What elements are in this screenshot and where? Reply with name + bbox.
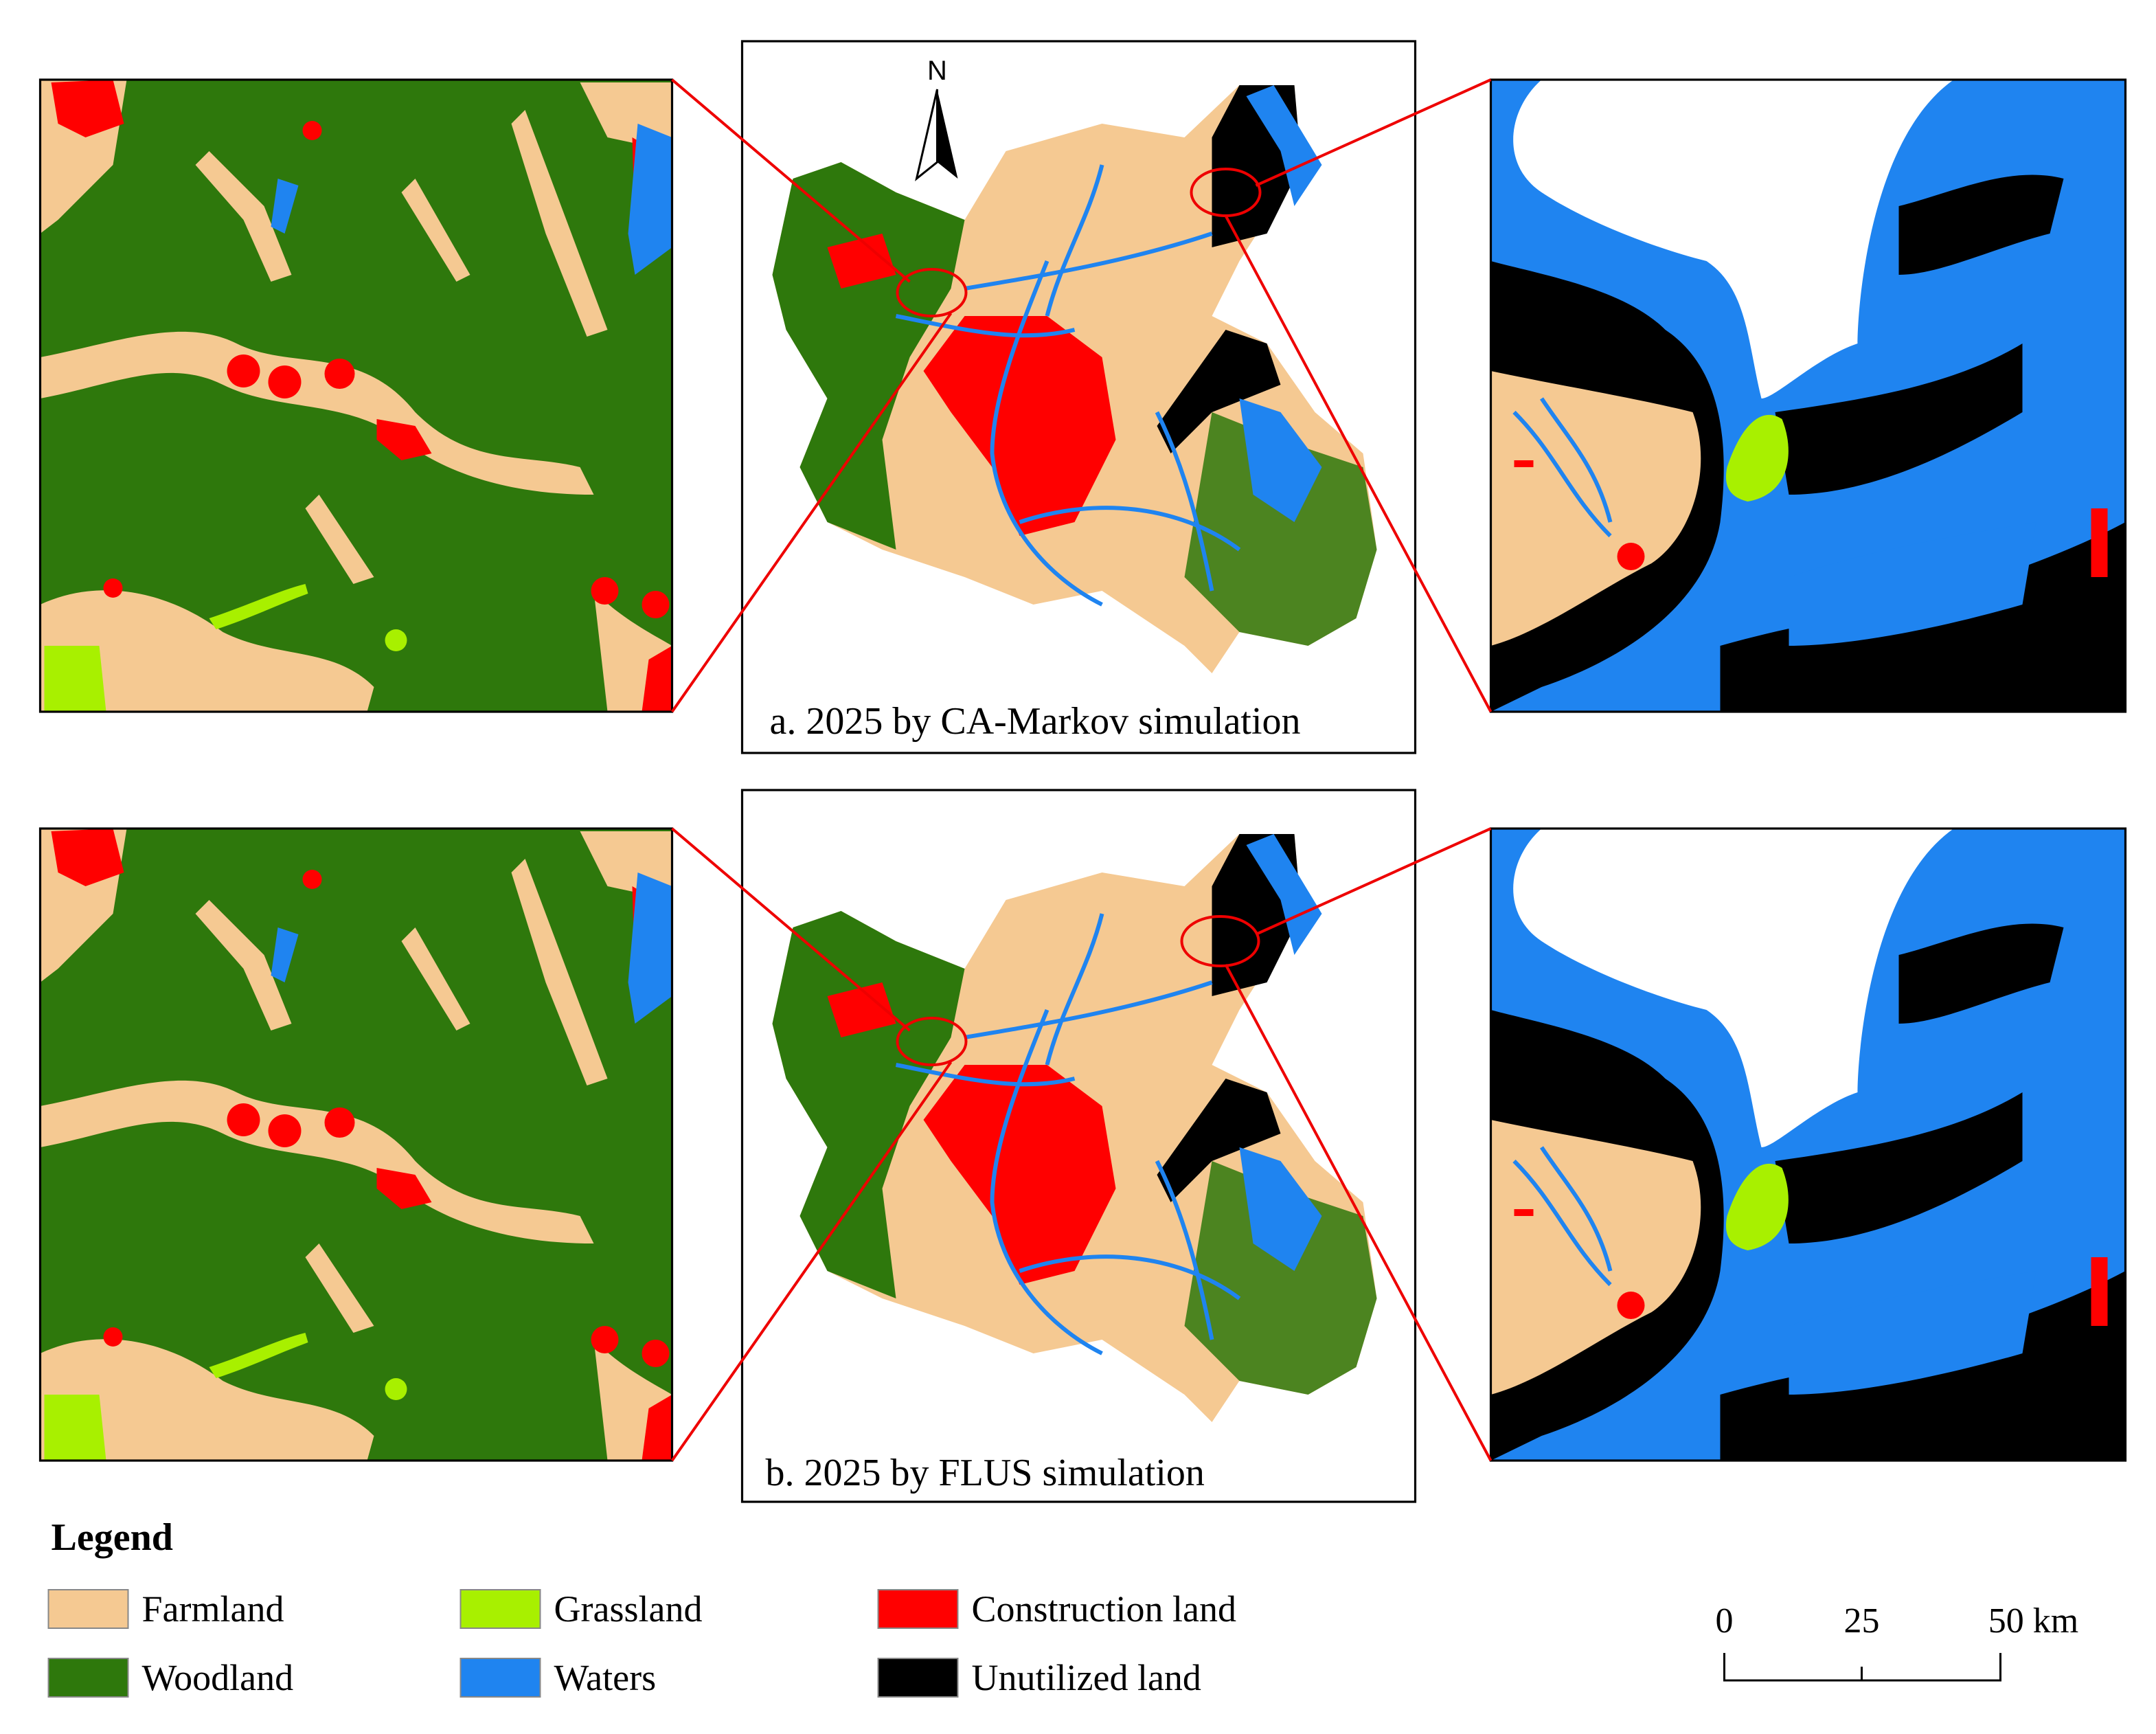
- study-area-map: [773, 834, 1377, 1422]
- study-area-map: [773, 85, 1377, 673]
- scale-label: 50 km: [1988, 1601, 2078, 1641]
- legend-swatch: [459, 1658, 541, 1698]
- zoom-connector: [670, 78, 1493, 713]
- legend-label: Farmland: [142, 1588, 284, 1630]
- legend-swatch: [877, 1589, 959, 1629]
- panel-frame: [38, 827, 674, 1462]
- legend-swatch: [459, 1589, 541, 1629]
- panel-caption: a. 2025 by CA-Markov simulation: [770, 700, 1301, 743]
- zoom-map-west: [41, 80, 672, 712]
- legend-swatch: [47, 1658, 129, 1698]
- legend-label: Woodland: [142, 1657, 294, 1698]
- zoom-circle: [896, 268, 968, 317]
- panel-b: b. 2025 by FLUS simulation: [38, 789, 2127, 1503]
- zoom-connector: [670, 827, 1493, 1462]
- legend-swatch: [47, 1589, 129, 1629]
- legend-title: Legend: [52, 1516, 173, 1559]
- legend-label: Construction land: [972, 1588, 1236, 1630]
- scale-bar: 0 25 50 km: [1716, 1601, 2078, 1682]
- panel-frame: [1489, 78, 2127, 713]
- legend: Farmland Woodland Grassland Waters Construct…: [47, 1588, 1236, 1698]
- north-arrow: [937, 89, 958, 179]
- legend-label: Unutilized land: [972, 1657, 1201, 1698]
- zoom-circle: [1180, 915, 1260, 967]
- panel-frame: [1489, 827, 2127, 1462]
- scale-bar-line: [1723, 1653, 2001, 1682]
- zoom-circle: [896, 1017, 968, 1066]
- legend-label: Waters: [554, 1657, 657, 1698]
- legend-swatch: [877, 1658, 959, 1698]
- legend-label: Grassland: [554, 1588, 703, 1630]
- zoom-map-east: [1491, 829, 2126, 1461]
- zoom-map-east: [1491, 80, 2126, 712]
- panel-frame: [38, 78, 674, 713]
- panel-caption: b. 2025 by FLUS simulation: [766, 1452, 1205, 1494]
- scale-label: 0: [1716, 1601, 1734, 1641]
- panel-frame: [740, 40, 1417, 754]
- panel-frame: [740, 789, 1417, 1503]
- zoom-map-west: [41, 829, 672, 1461]
- north-label: N: [927, 56, 947, 86]
- scale-label: 25: [1844, 1601, 1880, 1641]
- north-arrow: [915, 89, 938, 181]
